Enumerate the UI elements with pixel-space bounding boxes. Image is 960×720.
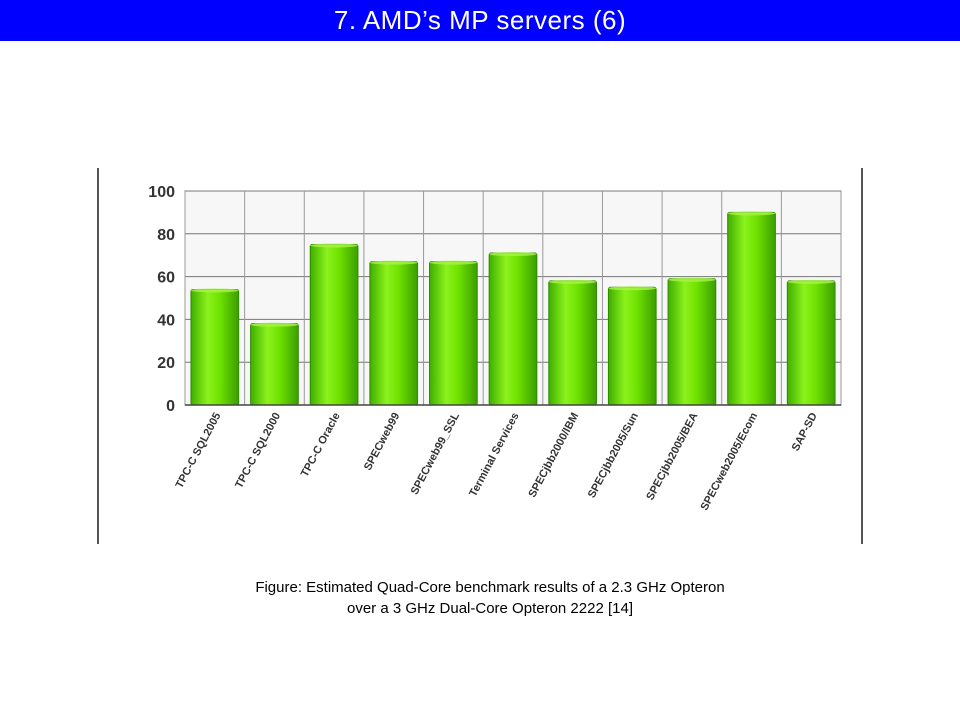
x-tick-label: SAP-SD — [790, 411, 820, 453]
x-tick-label: TPC-C SQL2000 — [233, 411, 283, 491]
bar-top — [369, 260, 418, 265]
bar — [309, 244, 359, 406]
bar-top — [727, 211, 776, 216]
x-tick-label: SPECweb99 — [362, 411, 402, 473]
bar-top — [429, 260, 478, 265]
bar — [727, 211, 776, 406]
bar-top — [489, 252, 537, 257]
caption-line-1: Figure: Estimated Quad-Core benchmark re… — [255, 579, 725, 596]
bar — [488, 252, 538, 406]
bar — [429, 261, 478, 406]
bar-top — [310, 243, 358, 248]
bar-top — [668, 277, 716, 282]
x-tick-label: TPC-C SQL2005 — [174, 411, 224, 491]
y-tick-label: 100 — [148, 184, 175, 201]
slide-title: 7. AMD’s MP servers (6) — [0, 0, 960, 41]
bar — [548, 280, 597, 406]
x-tick-label: SPECweb99_SSL — [409, 411, 462, 497]
caption-line-2: over a 3 GHz Dual-Core Opteron 2222 [14] — [347, 600, 633, 617]
y-tick-label: 80 — [157, 227, 175, 244]
bar — [607, 286, 657, 406]
bar — [667, 278, 717, 406]
bar-top — [190, 288, 239, 293]
bar — [190, 288, 240, 406]
bar — [369, 261, 419, 406]
x-tick-label: SPECjbb2005/Sun — [586, 411, 641, 501]
bar-chart: 0 20 40 60 80 100 TPC-C SQL2005 TPC-C SQL2000 TP… — [148, 184, 842, 513]
y-tick-label: 60 — [157, 270, 175, 287]
bar-top — [787, 279, 836, 284]
bar-top — [608, 286, 657, 291]
x-tick-label: TPC-C Oracle — [299, 411, 343, 479]
bar — [786, 280, 836, 406]
figure-caption: Figure: Estimated Quad-Core benchmark re… — [120, 577, 860, 619]
bar — [250, 323, 299, 406]
x-tick-label: Terminal Services — [467, 411, 521, 499]
x-tick-label: SPECweb2005/Ecom — [698, 411, 760, 513]
x-tick-label: SPECjbb2005/BEA — [644, 411, 700, 503]
bar-top — [548, 279, 597, 284]
chart-frame — [97, 168, 863, 544]
x-tick-label: SPECjbb2000/IBM — [526, 411, 581, 500]
y-tick-label: 20 — [157, 355, 175, 372]
y-tick-label: 0 — [166, 398, 175, 415]
y-tick-label: 40 — [157, 312, 175, 329]
bar-top — [250, 322, 299, 327]
